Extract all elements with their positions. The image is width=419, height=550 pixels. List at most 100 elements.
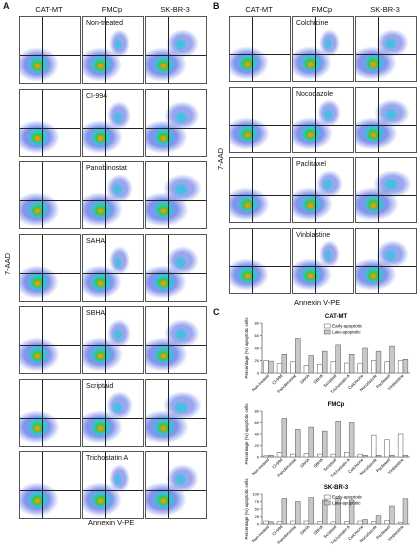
bar-late bbox=[295, 429, 301, 458]
density-blob bbox=[159, 497, 167, 505]
treatment-label: Panobinostat bbox=[86, 165, 127, 172]
legend-label: Late-apoptotic bbox=[332, 330, 361, 335]
density-blob bbox=[243, 61, 251, 68]
bar-early bbox=[371, 434, 377, 458]
quadrant-horizontal-line bbox=[20, 272, 80, 274]
density-blob bbox=[174, 38, 188, 52]
quadrant-horizontal-line bbox=[83, 417, 143, 419]
y-tick-label: 60 bbox=[255, 333, 260, 338]
quadrant-horizontal-line bbox=[20, 490, 80, 491]
density-blob bbox=[369, 272, 377, 280]
quadrant-vertical-line bbox=[315, 87, 316, 152]
panel-b-flow-plot-r2-c2 bbox=[355, 157, 417, 223]
bar-early bbox=[397, 521, 404, 525]
legend-swatch bbox=[323, 323, 331, 329]
x-tick-label: Nocodazole bbox=[359, 373, 379, 393]
bar-late bbox=[308, 497, 314, 525]
density-blob bbox=[173, 328, 188, 342]
panel-a-flow-plot-r6-c2 bbox=[145, 451, 207, 519]
legend-label: Early-apoptotic bbox=[332, 495, 363, 500]
x-tick-label: Trichostatin A bbox=[329, 457, 351, 479]
panel-a-flow-plot-r5-c1: Scriptaid bbox=[82, 378, 144, 447]
quadrant-horizontal-line bbox=[293, 54, 353, 55]
y-tick-label: 0 bbox=[257, 455, 260, 460]
x-tick-label: Nocodazole bbox=[359, 524, 379, 544]
bar-early bbox=[330, 453, 336, 458]
y-tick-label: 40 bbox=[255, 432, 260, 437]
density-blob bbox=[174, 255, 188, 269]
panel-b-col-2: SK-BR-3 bbox=[370, 5, 400, 14]
bar-late bbox=[389, 455, 395, 458]
x-tick-label: Vinblastine bbox=[387, 524, 405, 542]
quadrant-vertical-line bbox=[42, 379, 43, 446]
panel-a-flow-plot-r2-c2 bbox=[145, 161, 207, 229]
x-tick-label: CI-994 bbox=[271, 373, 284, 386]
density-blob bbox=[159, 62, 167, 70]
density-blob bbox=[96, 280, 104, 287]
x-tick-label: Trichostatin A bbox=[329, 373, 351, 395]
panel-a-flow-plot-r4-c2 bbox=[145, 306, 207, 374]
chart-title: SK-BR-3 bbox=[324, 485, 349, 491]
panel-a-flow-plot-r1-c0 bbox=[19, 88, 81, 157]
panel-a-flow-plot-r6-c1: Trichostatin A bbox=[82, 451, 144, 519]
density-blob bbox=[33, 62, 41, 70]
x-tick-label: Colchicine bbox=[347, 373, 365, 391]
quadrant-horizontal-line bbox=[230, 54, 290, 55]
bar-early bbox=[263, 455, 269, 458]
y-tick-label: 80 bbox=[255, 321, 260, 326]
quadrant-vertical-line bbox=[168, 234, 169, 301]
quadrant-horizontal-line bbox=[20, 127, 80, 129]
panel-b-flow-plot-r1-c2 bbox=[355, 86, 417, 153]
panel-a-flow-plot-r2-c1: Panobinostat bbox=[82, 161, 144, 229]
quadrant-vertical-line bbox=[105, 234, 106, 301]
panel-a-flow-plot-r0-c0 bbox=[19, 16, 81, 84]
density-blob bbox=[113, 110, 123, 124]
bar-early bbox=[263, 520, 269, 525]
x-tick-label: Scriptaid bbox=[322, 373, 338, 389]
density-blob bbox=[33, 352, 41, 360]
quadrant-horizontal-line bbox=[356, 265, 416, 267]
bar-late bbox=[281, 498, 288, 525]
quadrant-vertical-line bbox=[378, 87, 379, 152]
density-blob bbox=[96, 207, 104, 215]
quadrant-horizontal-line bbox=[83, 272, 143, 274]
quadrant-vertical-line bbox=[252, 228, 253, 293]
quadrant-horizontal-line bbox=[230, 195, 290, 196]
quadrant-horizontal-line bbox=[146, 127, 206, 129]
density-blob bbox=[33, 425, 41, 432]
quadrant-horizontal-line bbox=[83, 490, 143, 491]
bar-early bbox=[317, 453, 323, 458]
x-tick-label: Paclitaxel bbox=[375, 373, 391, 389]
x-tick-label: Panobinostat bbox=[276, 373, 297, 394]
density-blob bbox=[173, 110, 188, 124]
bar-late bbox=[348, 422, 355, 458]
panel-a-flow-plot-r1-c1: CI-994 bbox=[82, 88, 144, 157]
legend-swatch bbox=[323, 329, 331, 335]
bar-late bbox=[335, 344, 341, 374]
bar-late bbox=[389, 505, 395, 525]
quadrant-horizontal-line bbox=[356, 54, 416, 55]
y-tick-label: 40 bbox=[255, 346, 260, 351]
density-blob bbox=[306, 202, 314, 209]
x-tick-label: SAHA bbox=[299, 524, 311, 536]
density-blob bbox=[323, 37, 332, 51]
panel-b-flow-plot-r3-c0 bbox=[229, 227, 291, 294]
bar-early bbox=[290, 453, 296, 458]
quadrant-vertical-line bbox=[378, 17, 379, 81]
x-tick-label: Non-treated bbox=[251, 373, 271, 393]
x-tick-label: Nocodazole bbox=[359, 457, 379, 477]
quadrant-vertical-line bbox=[105, 379, 106, 446]
panel-b-flow-plot-r3-c1: Vinblastine bbox=[292, 227, 354, 294]
bar-late bbox=[402, 498, 409, 525]
bar-late bbox=[375, 515, 382, 525]
treatment-label: Vinblastine bbox=[296, 231, 331, 239]
bar-early bbox=[276, 452, 283, 458]
bar-late bbox=[402, 359, 409, 374]
panel-a-ylabel: 7-AAD bbox=[3, 252, 12, 275]
y-tick-label: 0 bbox=[257, 522, 260, 527]
treatment-label: Paclitaxel bbox=[296, 161, 326, 168]
density-blob bbox=[383, 178, 399, 192]
bar-late bbox=[308, 355, 314, 374]
y-axis-label: Percentage (%) apoptotic cells bbox=[244, 403, 249, 465]
quadrant-vertical-line bbox=[378, 158, 379, 222]
